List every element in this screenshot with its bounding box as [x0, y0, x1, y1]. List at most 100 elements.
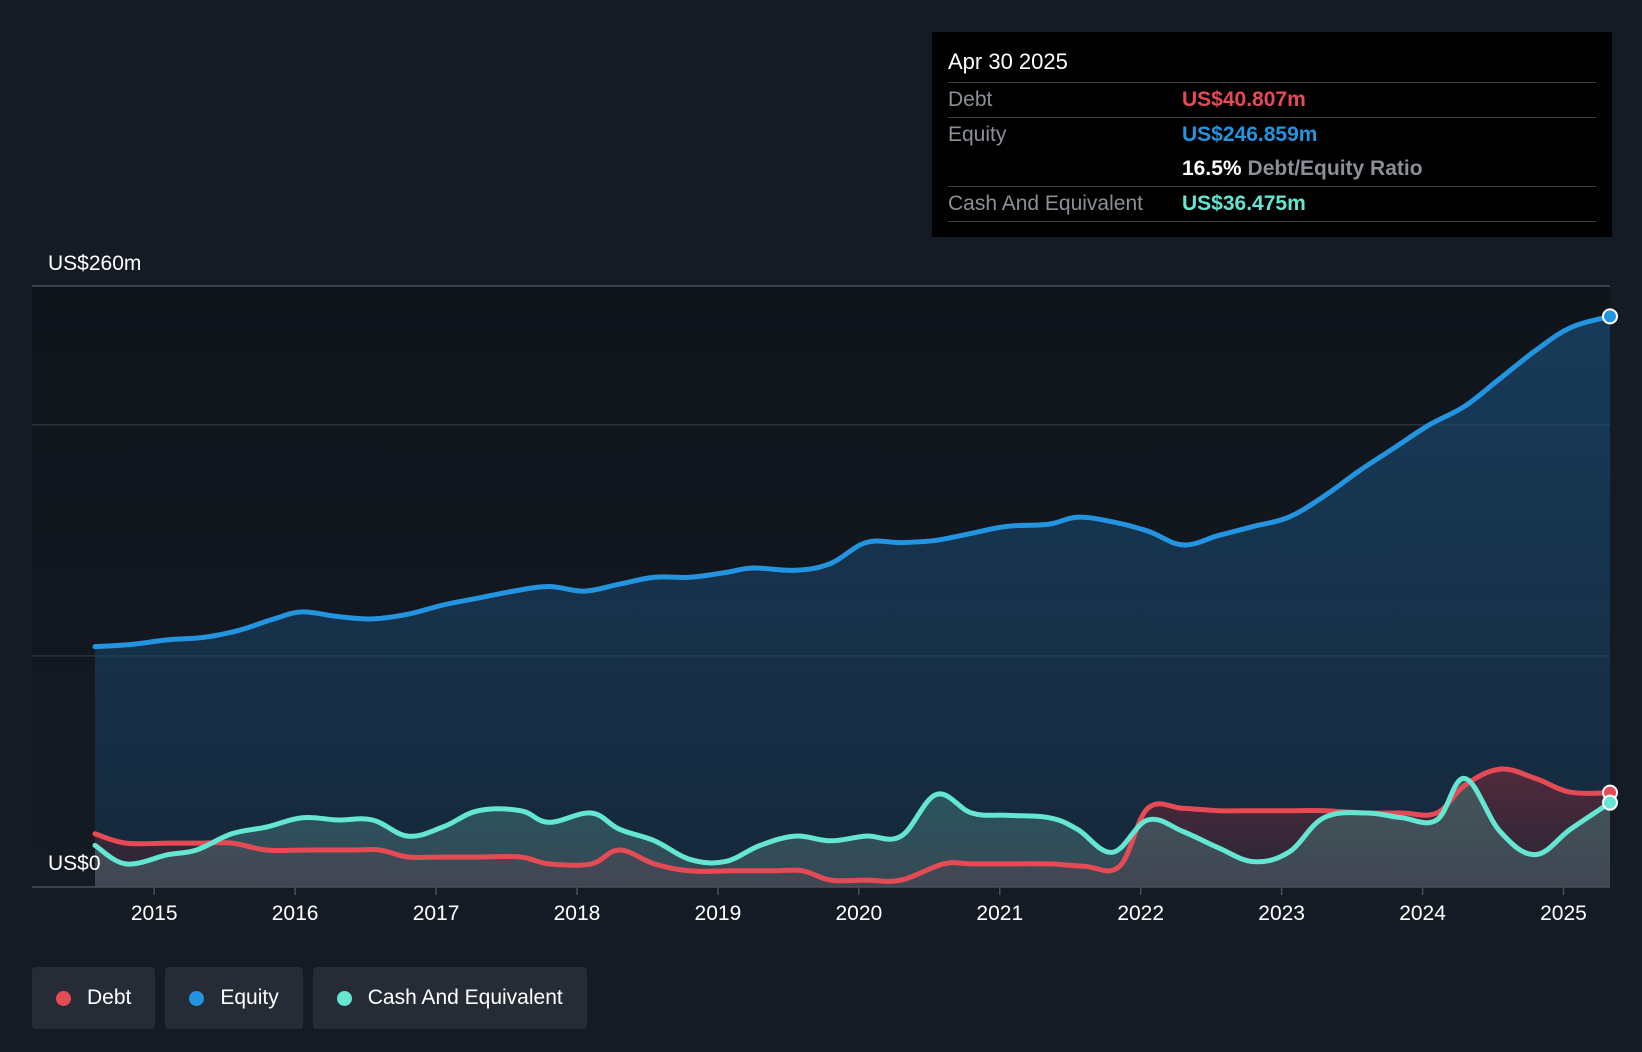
- legend-item-cash[interactable]: Cash And Equivalent: [312, 967, 587, 1029]
- x-tick-label: 2015: [131, 902, 178, 925]
- cash-and-equivalent-point: [1527, 847, 1543, 863]
- cash-and-equivalent-point: [964, 805, 980, 821]
- x-axis-ticks: 2015 2016 2017 2018 2019 2020 2021 2022 2023 2024…: [131, 887, 1587, 925]
- cash-and-equivalent-point: [470, 803, 486, 819]
- equity-point: [329, 609, 345, 625]
- equity-point: [1140, 523, 1156, 539]
- tooltip-cash-label: Cash And Equivalent: [948, 192, 1143, 215]
- series-lines: [87, 313, 1613, 888]
- x-tick-label: 2019: [695, 902, 742, 925]
- cash-and-equivalent-point: [928, 787, 944, 803]
- debt-point: [1076, 858, 1092, 874]
- equity-point: [1105, 514, 1121, 530]
- tooltip-cash-value: US$36.475m: [1182, 192, 1306, 215]
- x-tick-label: 2023: [1258, 902, 1305, 925]
- cash-and-equivalent-point: [1457, 770, 1473, 786]
- cash-and-equivalent-point: [435, 819, 451, 835]
- tooltip-equity-value: US$246.859m: [1182, 123, 1318, 146]
- x-tick-label: 2021: [976, 902, 1023, 925]
- cash-and-equivalent-point: [647, 833, 663, 849]
- equity-line: [92, 313, 1613, 650]
- debt-point: [647, 856, 663, 872]
- equity-point: [1492, 371, 1508, 387]
- tooltip-cash-row: Cash And Equivalent US$36.475m: [948, 186, 1596, 221]
- cash-and-equivalent-point: [1393, 810, 1409, 826]
- equity-point: [160, 632, 176, 648]
- debt-point: [858, 872, 874, 888]
- cash-and-equivalent-point: [294, 810, 310, 826]
- tooltip-date: Apr 30 2025: [948, 49, 1068, 74]
- equity-point: [1041, 516, 1057, 532]
- cash-and-equivalent-point: [682, 851, 698, 867]
- equity-point: [717, 565, 733, 581]
- debt-point: [1563, 784, 1579, 800]
- equity-point: [682, 569, 698, 585]
- tooltip-ratio-row: 16.5% Debt/Equity Ratio: [948, 152, 1596, 186]
- tooltip-ratio-label: Debt/Equity Ratio: [1247, 157, 1423, 180]
- cash-and-equivalent-area: [95, 778, 1610, 887]
- equity-point: [1422, 417, 1438, 433]
- x-tick-label: 2016: [272, 902, 319, 925]
- debt-point: [964, 856, 980, 872]
- debt-point: [1175, 800, 1191, 816]
- cash-and-equivalent-point: [893, 828, 909, 844]
- cash-and-equivalent-point: [752, 837, 768, 853]
- cash-and-equivalent-point: [1316, 810, 1332, 826]
- cash-and-equivalent-point: [1429, 812, 1445, 828]
- debt-point: [259, 842, 275, 858]
- x-tick-label: 2020: [835, 902, 882, 925]
- cash-and-equivalent-point: [583, 805, 599, 821]
- debt-point: [1492, 761, 1508, 777]
- cash-and-equivalent-point: [1358, 805, 1374, 821]
- equity-end-marker: [1602, 308, 1618, 325]
- equity-point: [266, 611, 282, 627]
- equity-point: [787, 562, 803, 578]
- cash-and-equivalent-point: [999, 807, 1015, 823]
- tooltip-panel: Apr 30 2025 Debt US$40.807m Equity US$24…: [932, 32, 1612, 237]
- cash-and-equivalent-point: [1069, 821, 1085, 837]
- debt-point: [400, 849, 416, 865]
- y-axis-top-label: US$260m: [48, 252, 141, 275]
- equity-point: [1281, 509, 1297, 525]
- debt-point: [372, 842, 388, 858]
- legend: Debt Equity Cash And Equivalent: [32, 967, 597, 1029]
- debt-point: [1527, 770, 1543, 786]
- x-tick-label: 2022: [1117, 902, 1164, 925]
- cash-and-equivalent-point: [1210, 840, 1226, 856]
- cash-and-equivalent-point: [1140, 812, 1156, 828]
- equity-point: [125, 636, 141, 652]
- equity-point: [999, 518, 1015, 534]
- debt-point: [541, 856, 557, 872]
- cash-and-equivalent-point: [1281, 844, 1297, 860]
- equity-point: [964, 525, 980, 541]
- cash-dot-icon: [336, 990, 352, 1006]
- cash-and-equivalent-point: [541, 814, 557, 830]
- debt-point: [1281, 803, 1297, 819]
- cash-and-equivalent-point: [1245, 854, 1261, 870]
- cash-and-equivalent-point: [1563, 821, 1579, 837]
- x-tick-label: 2018: [554, 902, 601, 925]
- equity-point: [400, 606, 416, 622]
- cash-and-equivalent-point: [513, 803, 529, 819]
- cash-and-equivalent-point: [823, 833, 839, 849]
- debt-point: [1041, 856, 1057, 872]
- equity-point: [858, 535, 874, 551]
- legend-equity-label: Equity: [220, 986, 279, 1009]
- debt-point: [513, 849, 529, 865]
- cash-and-equivalent-point: [259, 819, 275, 835]
- equity-point: [745, 560, 761, 576]
- debt-point: [118, 835, 134, 851]
- equity-point: [87, 639, 103, 655]
- cash-and-equivalent-point: [1492, 824, 1508, 840]
- equity-point: [1457, 398, 1473, 414]
- debt-point: [583, 856, 599, 872]
- cash-and-equivalent-end-marker: [1602, 794, 1618, 811]
- legend-cash-label: Cash And Equivalent: [367, 986, 563, 1009]
- cash-and-equivalent-point: [1175, 824, 1191, 840]
- legend-item-equity[interactable]: Equity: [165, 967, 303, 1029]
- equity-point: [1316, 488, 1332, 504]
- tooltip-ratio-value: 16.5%: [1182, 157, 1242, 180]
- legend-debt-label: Debt: [87, 986, 132, 1009]
- debt-point: [1245, 803, 1261, 819]
- legend-item-debt[interactable]: Debt: [32, 967, 156, 1029]
